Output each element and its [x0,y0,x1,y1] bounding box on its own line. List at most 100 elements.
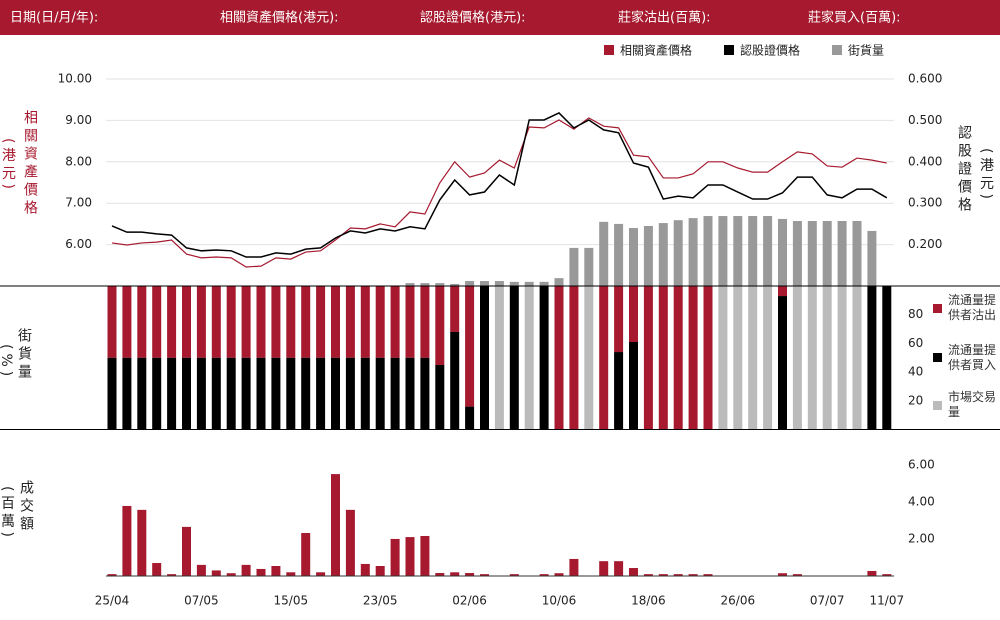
volume-bar [792,221,802,286]
share-bar [211,286,221,358]
header-label: 莊家買入(百萬): [808,10,901,26]
turnover-bar [643,574,653,576]
tick-label: 4.00 [908,494,935,508]
volume-bar [688,218,698,286]
share-bar [435,364,445,430]
share-bar [420,357,430,430]
share-bar [226,357,236,430]
x-tick-label: 26/06 [721,594,756,608]
share-bar [435,286,445,365]
y-axis-unit: (百萬) [0,486,15,541]
y-axis-unit: (港元) [0,138,16,193]
tick-label: 0.200 [908,237,942,251]
share-bar [122,357,132,430]
y-axis-label: 成交額 [18,480,34,534]
share-bar [137,286,147,358]
price-line [111,117,887,268]
share-bar [480,286,489,430]
share-bar [196,357,206,430]
share-bar [286,357,296,430]
turnover-bar [882,574,892,576]
turnover-bar [480,574,489,576]
volume-bar [569,247,579,286]
y-axis-label: 相關資產價格 [22,110,38,218]
share-bar [643,286,653,430]
share-bar [599,286,609,430]
share-bar [390,357,400,430]
share-bar [882,286,892,430]
turnover-bar [152,563,162,576]
share-bar [345,286,355,358]
share-bar [867,286,877,430]
turnover-bar [614,561,624,576]
x-tick-label: 23/05 [363,594,398,608]
turnover-bar [792,574,802,576]
tick-label: 0.400 [908,154,942,168]
turnover-bar [569,558,579,576]
volume-bar [763,216,773,286]
turnover-bar [509,574,519,576]
turnover-bar [211,570,221,576]
x-tick-label: 25/04 [95,594,130,608]
y-axis-label: 街貨量 [16,328,32,382]
share-bar [152,286,162,358]
share-bar [569,286,579,430]
header-bar [0,0,1000,35]
turnover-bar [301,533,311,576]
x-tick-label: 02/06 [452,594,487,608]
y2-axis-unit: (港元) [978,148,994,203]
legend-label: 市場交易量 [948,390,997,419]
price-line [111,112,888,258]
turnover-bar [867,570,877,576]
turnover-bar [435,573,445,576]
legend-swatch [933,353,942,362]
volume-bar [778,218,787,286]
turnover-bar [256,568,266,576]
volume-bar [524,281,534,286]
share-bar [837,286,847,430]
turnover-bar [450,572,460,576]
turnover-bar [241,564,251,576]
turnover-bar [673,574,683,576]
share-bar [524,286,534,430]
share-bar [390,286,400,358]
tick-label: 6.00 [908,457,935,471]
volume-bar [509,281,519,286]
turnover-bar [629,568,638,576]
share-bar [241,357,251,430]
share-bar [137,357,147,430]
turnover-bar [599,561,609,576]
header-label: 莊家沽出(百萬): [618,10,711,26]
share-bar [494,286,504,430]
turnover-bar [286,572,296,576]
legend-label: 相關資產價格 [620,43,692,58]
turnover-bar [226,573,236,576]
share-bar [256,286,266,358]
share-bar [450,286,460,332]
turnover-bar [271,565,281,576]
share-bar [703,286,713,430]
share-bar [211,357,221,430]
volume-bar [807,221,817,286]
volume-bar [703,216,713,286]
legend-swatch [604,45,614,55]
share-bar [763,286,773,430]
volume-bar [420,283,430,286]
share-bar [405,357,415,430]
tick-label: 20 [908,393,923,407]
y-axis-unit: (%) [0,344,14,380]
share-bar [420,286,430,358]
turnover-bar [316,572,326,576]
share-bar [331,357,340,430]
volume-bar [480,281,489,286]
tick-label: 0.500 [908,113,942,127]
tick-label: 0.300 [908,196,942,210]
share-bar [286,286,296,358]
turnover-bar [331,474,340,576]
share-bar [107,286,117,358]
share-bar [405,286,415,358]
volume-bar [554,278,564,286]
share-bar [629,286,638,343]
